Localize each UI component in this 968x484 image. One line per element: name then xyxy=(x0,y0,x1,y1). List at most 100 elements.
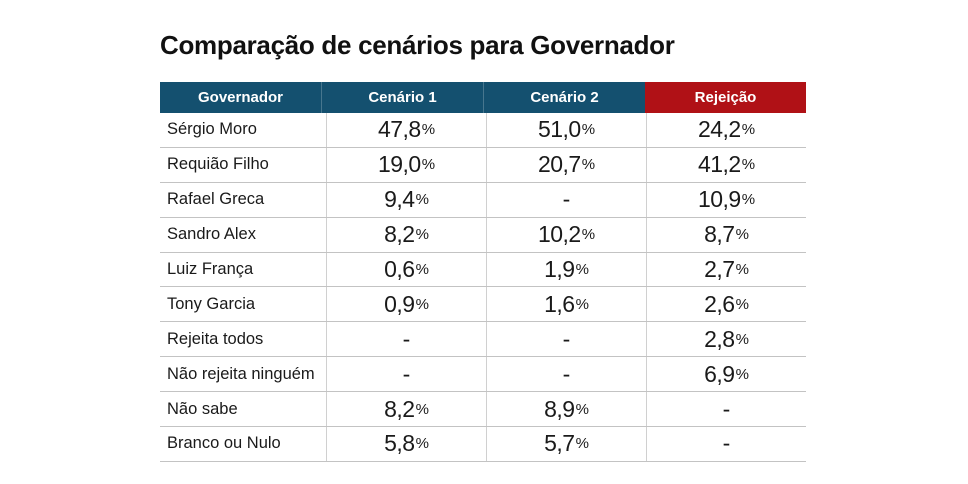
infographic: Comparação de cenários para Governador G… xyxy=(160,0,806,462)
value-cell: 5,7% xyxy=(486,427,646,461)
value-cell: 8,2% xyxy=(326,392,486,427)
candidate-label: Sérgio Moro xyxy=(167,120,257,139)
value-cell: 8,7% xyxy=(646,217,806,252)
value-number: 10,2 xyxy=(537,221,581,248)
percent-sign: % xyxy=(735,365,749,383)
value-cell: - xyxy=(486,182,646,217)
percent-sign: % xyxy=(415,400,429,418)
percent-sign: % xyxy=(581,121,596,139)
percent-sign: % xyxy=(735,330,749,348)
percent-sign: % xyxy=(581,226,596,244)
percent-sign: % xyxy=(741,156,756,174)
percent-sign: % xyxy=(415,435,429,453)
page-title: Comparação de cenários para Governador xyxy=(160,30,675,60)
value-cell: 19,0% xyxy=(326,147,486,182)
percent-sign: % xyxy=(415,191,429,209)
candidate-label: Não sabe xyxy=(167,399,238,418)
value-number: 2,8 xyxy=(704,325,735,352)
value-cell: - xyxy=(486,322,646,357)
candidate-label: Luiz França xyxy=(167,260,254,278)
percent-sign: % xyxy=(575,261,589,278)
value-cell: 10,9% xyxy=(646,182,806,217)
percent-sign: % xyxy=(421,156,436,174)
value-cell: 8,9% xyxy=(486,392,646,427)
column-header-governador: Governador xyxy=(160,82,321,113)
value-cell: 2,8% xyxy=(646,322,806,357)
value-cell: - xyxy=(326,322,486,357)
table-row: Branco ou Nulo 5,8% 5,7% - xyxy=(160,427,806,462)
value-cell: 2,6% xyxy=(646,287,806,322)
table-row: Não sabe 8,2% 8,9% - xyxy=(160,392,806,428)
percent-sign: % xyxy=(421,121,436,139)
value-cell: 0,6% xyxy=(326,252,486,287)
value-cell: - xyxy=(326,357,486,392)
table-row: Rejeita todos - -2,8% xyxy=(160,322,806,358)
value-cell: 2,7% xyxy=(646,252,806,287)
value-number: 1,9 xyxy=(544,256,575,282)
value-number: 19,0 xyxy=(377,151,421,178)
value-cell: 8,2% xyxy=(326,217,486,252)
value-cell: 9,4% xyxy=(326,182,486,217)
candidate-label: Rafael Greca xyxy=(167,190,265,209)
value-number: 0,9 xyxy=(384,290,415,317)
value-cell: 24,2% xyxy=(646,113,806,147)
column-header-cenario-2: Cenário 2 xyxy=(483,82,645,113)
table-header-row: Governador Cenário 1 Cenário 2 Rejeição xyxy=(160,82,806,113)
value-number: 41,2 xyxy=(697,151,741,178)
value-number: 8,7 xyxy=(704,221,735,248)
percent-sign: % xyxy=(575,435,589,453)
value-cell: 1,9% xyxy=(486,252,646,287)
value-number: 20,7 xyxy=(537,151,581,178)
value-number: 10,9 xyxy=(697,186,741,213)
value-number: 51,0 xyxy=(537,116,581,143)
value-number: 6,9 xyxy=(704,360,735,387)
percent-sign: % xyxy=(735,261,749,278)
value-cell: 51,0% xyxy=(486,113,646,147)
percent-sign: % xyxy=(415,295,429,313)
value-cell: 6,9% xyxy=(646,357,806,392)
percent-sign: % xyxy=(741,191,756,209)
table-row: Luiz França 0,6% 1,9% 2,7% xyxy=(160,252,806,288)
table-row: Não rejeita ninguém - -6,9% xyxy=(160,357,806,393)
value-cell: - xyxy=(646,392,806,427)
percent-sign: % xyxy=(415,226,429,244)
value-cell: 0,9% xyxy=(326,287,486,322)
percent-sign: % xyxy=(735,226,749,244)
column-header-cenario-1: Cenário 1 xyxy=(321,82,483,113)
value-number: 2,7 xyxy=(704,256,735,282)
candidate-label: Tony Garcia xyxy=(167,294,256,313)
value-cell: - xyxy=(646,427,806,461)
value-number: 1,6 xyxy=(544,290,575,317)
value-cell: 10,2% xyxy=(486,217,646,252)
value-number: 2,6 xyxy=(704,290,735,317)
value-cell: 5,8% xyxy=(326,427,486,461)
value-cell: 41,2% xyxy=(646,147,806,182)
value-number: 5,7 xyxy=(544,430,575,457)
value-number: 8,2 xyxy=(384,395,415,422)
percent-sign: % xyxy=(735,295,749,313)
value-number: 47,8 xyxy=(377,116,421,143)
table-row: Requião Filho 19,0% 20,7% 41,2% xyxy=(160,147,806,183)
candidate-label: Requião Filho xyxy=(167,155,269,174)
value-number: 9,4 xyxy=(384,186,415,213)
table-body: Sérgio Moro 47,8% 51,0% 24,2% Requião Filho 1… xyxy=(160,113,806,462)
column-header-rejeicao: Rejeição xyxy=(645,82,806,113)
percent-sign: % xyxy=(415,261,429,278)
table-row: Tony Garcia 0,9% 1,6% 2,6% xyxy=(160,287,806,323)
value-cell: 20,7% xyxy=(486,147,646,182)
candidate-label: Rejeita todos xyxy=(167,329,264,348)
value-number: 8,2 xyxy=(384,221,415,248)
percent-sign: % xyxy=(575,400,589,418)
candidate-label: Sandro Alex xyxy=(167,225,256,244)
value-cell: - xyxy=(486,357,646,392)
candidate-label: Branco ou Nulo xyxy=(167,434,281,453)
table-row: Sandro Alex 8,2% 10,2% 8,7% xyxy=(160,217,806,253)
table-row: Rafael Greca 9,4% -10,9% xyxy=(160,182,806,218)
value-cell: 1,6% xyxy=(486,287,646,322)
table-row: Sérgio Moro 47,8% 51,0% 24,2% xyxy=(160,113,806,148)
value-cell: 47,8% xyxy=(326,113,486,147)
percent-sign: % xyxy=(581,156,596,174)
value-number: 5,8 xyxy=(384,430,415,457)
percent-sign: % xyxy=(741,121,756,139)
value-number: 0,6 xyxy=(384,256,415,282)
